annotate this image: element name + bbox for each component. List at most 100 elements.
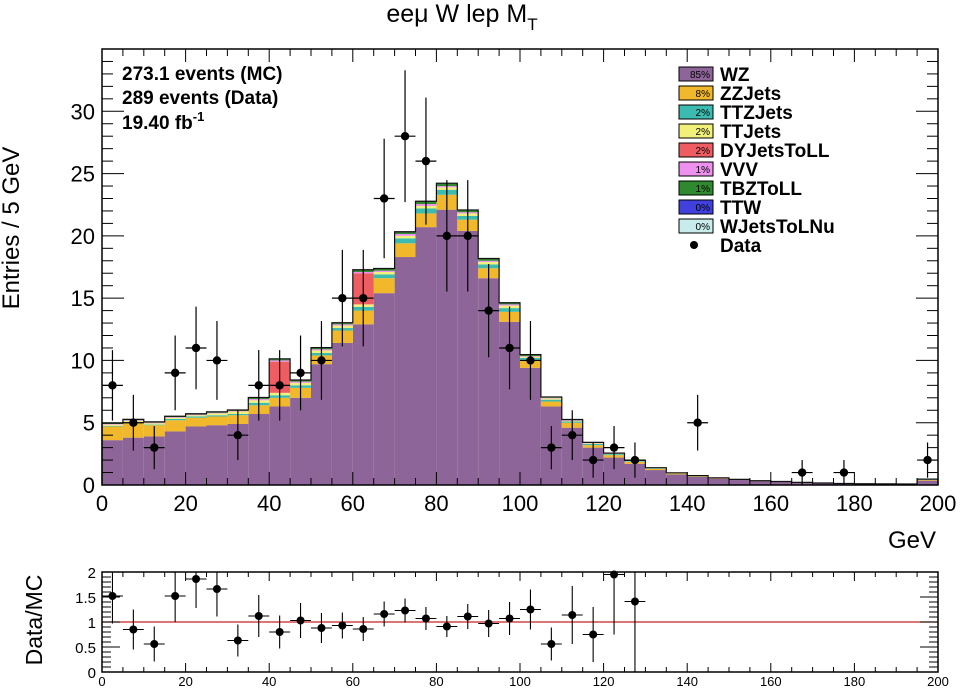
- legend-swatch-wjetstolnu: [678, 218, 714, 234]
- bar-segment-zzjets-14: [394, 243, 416, 258]
- bar-segment-vvv-14: [394, 233, 416, 236]
- bar-segment-ttzjets-21: [540, 399, 562, 402]
- bar-segment-ttjets-3: [164, 417, 186, 419]
- ratio-x-tick-label-9: 180: [844, 674, 866, 688]
- data-point-6: [233, 430, 243, 440]
- legend-label-wz: WZ: [720, 65, 750, 86]
- legend-pct-ttzjets: 2%: [696, 108, 711, 119]
- legend-pct-ttw: 0%: [696, 203, 711, 214]
- data-point-5: [212, 356, 222, 365]
- bar-segment-wz-39: [917, 480, 938, 485]
- legend-swatch-ttw: [678, 199, 714, 215]
- bar-segment-vvv-4: [185, 414, 207, 416]
- bar-segment-wz-7: [248, 413, 270, 485]
- bar-segment-wz-8: [269, 406, 291, 485]
- legend-label-vvv: VVV: [720, 160, 758, 181]
- bar-segment-ttzjets-0: [102, 425, 123, 427]
- data-point-3: [170, 368, 180, 378]
- bar-segment-wz-9: [290, 397, 311, 485]
- data-point-27: [797, 468, 807, 477]
- ratio-y-axis-label: Data/MC: [21, 575, 47, 666]
- ratio-point-7: [254, 612, 263, 620]
- data-point-15: [421, 156, 431, 166]
- data-point-18: [484, 306, 493, 315]
- data-point-11: [338, 293, 347, 303]
- ratio-point-9: [296, 616, 305, 625]
- bar-segment-wz-30: [729, 480, 750, 485]
- info-data-events: 289 events (Data): [122, 88, 278, 109]
- data-point-21: [547, 443, 556, 452]
- bar-segment-zzjets-0: [102, 426, 123, 441]
- ratio-point-15: [421, 614, 430, 623]
- bar-segment-wz-13: [373, 293, 395, 485]
- bar-segment-ttjets-5: [206, 413, 228, 416]
- legend-label-ttw: TTW: [720, 198, 761, 219]
- bar-segment-wz-28: [687, 476, 709, 485]
- bar-segment-wz-24: [603, 457, 625, 485]
- bar-segment-wz-32: [770, 481, 792, 485]
- ratio-x-tick-label-5: 100: [509, 674, 531, 688]
- ratio-x-tick-label-8: 160: [760, 674, 782, 688]
- bar-segment-wz-31: [749, 481, 771, 485]
- data-point-20: [526, 356, 535, 365]
- bar-segment-tbztoll-19: [499, 303, 520, 305]
- legend-swatch-vvv: [678, 161, 714, 177]
- bar-segment-wz-10: [311, 364, 332, 485]
- ratio-x-tick-label-4: 80: [429, 674, 443, 688]
- bar-segment-wz-16: [436, 209, 458, 485]
- main-x-tick-label-6: 120: [585, 491, 622, 516]
- legend-swatch-ttjets: [678, 123, 714, 139]
- legend-swatch-dyjetstoll: [678, 142, 714, 158]
- bar-segment-tbztoll-18: [478, 258, 500, 261]
- ratio-y-tick-label-4: 2: [88, 565, 96, 582]
- data-point-14: [400, 132, 410, 141]
- legend-swatch-zzjets: [678, 85, 714, 101]
- ratio-point-8: [275, 628, 284, 636]
- ratio-y-tick-label-0: 0: [88, 665, 96, 682]
- ratio-x-tick-label-2: 40: [262, 674, 276, 688]
- data-point-8: [275, 381, 284, 390]
- legend-label-data: Data: [720, 236, 762, 257]
- data-point-10: [317, 356, 326, 365]
- bar-segment-wz-26: [645, 470, 667, 485]
- ratio-point-23: [589, 630, 598, 639]
- bar-segment-wz-12: [352, 324, 374, 485]
- legend-pct-wjetstolnu: 0%: [696, 222, 711, 233]
- bar-segment-wz-14: [394, 257, 416, 485]
- data-point-22: [568, 430, 577, 440]
- data-point-1: [129, 418, 138, 427]
- data-point-19: [505, 343, 514, 353]
- bar-segment-wz-1: [122, 437, 144, 485]
- ratio-point-20: [526, 605, 535, 614]
- bar-segment-vvv-3: [164, 417, 186, 418]
- legend: 85% WZ 8% ZZJets 2% TTZJets 2% TTJets 2% DYJetsTo…: [678, 65, 835, 257]
- bar-segment-ttzjets-13: [373, 274, 395, 279]
- ratio-point-19: [505, 614, 514, 623]
- bar-segment-wz-11: [331, 342, 353, 485]
- main-y-tick-label-3: 15: [71, 286, 95, 311]
- bar-segment-ttzjets-5: [206, 415, 228, 417]
- main-y-tick-label-0: 0: [83, 473, 95, 498]
- bar-segment-vvv-0: [102, 423, 123, 425]
- data-point-12: [359, 293, 368, 303]
- bar-segment-ttzjets-4: [185, 416, 207, 418]
- bar-segment-zzjets-39: [917, 480, 938, 481]
- bar-segment-vvv-13: [373, 270, 395, 272]
- ratio-point-16: [442, 622, 451, 631]
- bar-segment-wz-19: [499, 321, 520, 485]
- data-point-17: [463, 231, 472, 241]
- ratio-point-1: [129, 625, 138, 634]
- legend-pct-zzjets: 8%: [696, 89, 711, 100]
- ratio-x-tick-label-6: 120: [593, 674, 615, 688]
- legend-pct-tbztoll: 1%: [696, 184, 711, 195]
- main-x-tick-label-9: 180: [836, 491, 873, 516]
- bar-segment-ttjets-0: [102, 424, 123, 426]
- bar-segment-wz-18: [478, 278, 500, 485]
- data-point-26: [693, 418, 702, 427]
- info-luminosity: 19.40 fb-1: [122, 109, 204, 134]
- bar-segment-vvv-21: [540, 397, 562, 399]
- data-point-28: [839, 468, 849, 477]
- ratio-point-4: [192, 575, 201, 583]
- bar-segment-wz-34: [812, 483, 834, 485]
- bar-segment-ttjets-14: [394, 235, 416, 239]
